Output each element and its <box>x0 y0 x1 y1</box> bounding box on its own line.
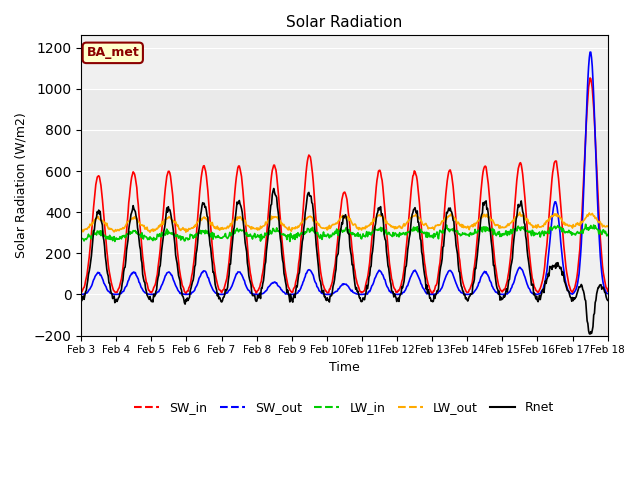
Line: Rnet: Rnet <box>81 189 607 334</box>
LW_out <box>516 209 524 215</box>
Line: LW_in: LW_in <box>81 224 607 241</box>
SW_in <box>87 240 95 246</box>
SW_out <box>195 278 202 284</box>
Rnet <box>87 259 95 264</box>
LW_in <box>409 228 417 234</box>
LW_in <box>286 239 294 244</box>
SW_in <box>424 282 432 288</box>
Line: SW_out: SW_out <box>81 52 607 294</box>
LW_out <box>604 224 611 229</box>
Rnet <box>270 186 278 192</box>
Rnet <box>195 231 202 237</box>
Line: SW_in: SW_in <box>81 78 607 294</box>
SW_out <box>77 291 85 297</box>
LW_out <box>77 228 85 233</box>
LW_out <box>87 222 95 228</box>
SW_out <box>323 291 331 297</box>
SW_in <box>182 291 189 297</box>
SW_in <box>409 173 417 179</box>
LW_out <box>223 225 230 230</box>
LW_out <box>424 226 432 232</box>
LW_in <box>222 234 230 240</box>
SW_in <box>195 197 203 203</box>
LW_in <box>77 236 85 241</box>
LW_out <box>146 229 154 235</box>
Rnet <box>222 288 230 294</box>
SW_out <box>141 290 148 296</box>
SW_out <box>587 49 595 55</box>
Y-axis label: Solar Radiation (W/m2): Solar Radiation (W/m2) <box>15 113 28 258</box>
SW_out <box>424 291 432 297</box>
SW_out <box>222 289 230 295</box>
SW_out <box>409 270 417 276</box>
LW_out <box>141 226 148 232</box>
LW_out <box>195 217 203 223</box>
Rnet <box>141 280 148 286</box>
SW_in <box>141 271 148 276</box>
SW_in <box>223 276 230 281</box>
LW_in <box>141 233 148 239</box>
SW_in <box>77 289 85 295</box>
LW_out <box>409 214 417 219</box>
Rnet <box>604 298 611 303</box>
LW_in <box>424 230 432 236</box>
Rnet <box>409 210 417 216</box>
Text: BA_met: BA_met <box>86 47 139 60</box>
SW_in <box>586 75 594 81</box>
LW_in <box>582 221 589 227</box>
Bar <box>81 89 607 171</box>
SW_out <box>87 285 95 290</box>
Line: LW_out: LW_out <box>81 212 607 232</box>
LW_in <box>604 232 611 238</box>
Rnet <box>586 331 594 337</box>
LW_in <box>195 229 202 235</box>
Legend: SW_in, SW_out, LW_in, LW_out, Rnet: SW_in, SW_out, LW_in, LW_out, Rnet <box>129 396 559 419</box>
LW_in <box>87 233 95 239</box>
Title: Solar Radiation: Solar Radiation <box>286 15 403 30</box>
X-axis label: Time: Time <box>329 361 360 374</box>
Rnet <box>77 298 85 303</box>
SW_out <box>604 291 611 297</box>
SW_in <box>604 288 611 294</box>
Rnet <box>424 287 432 292</box>
